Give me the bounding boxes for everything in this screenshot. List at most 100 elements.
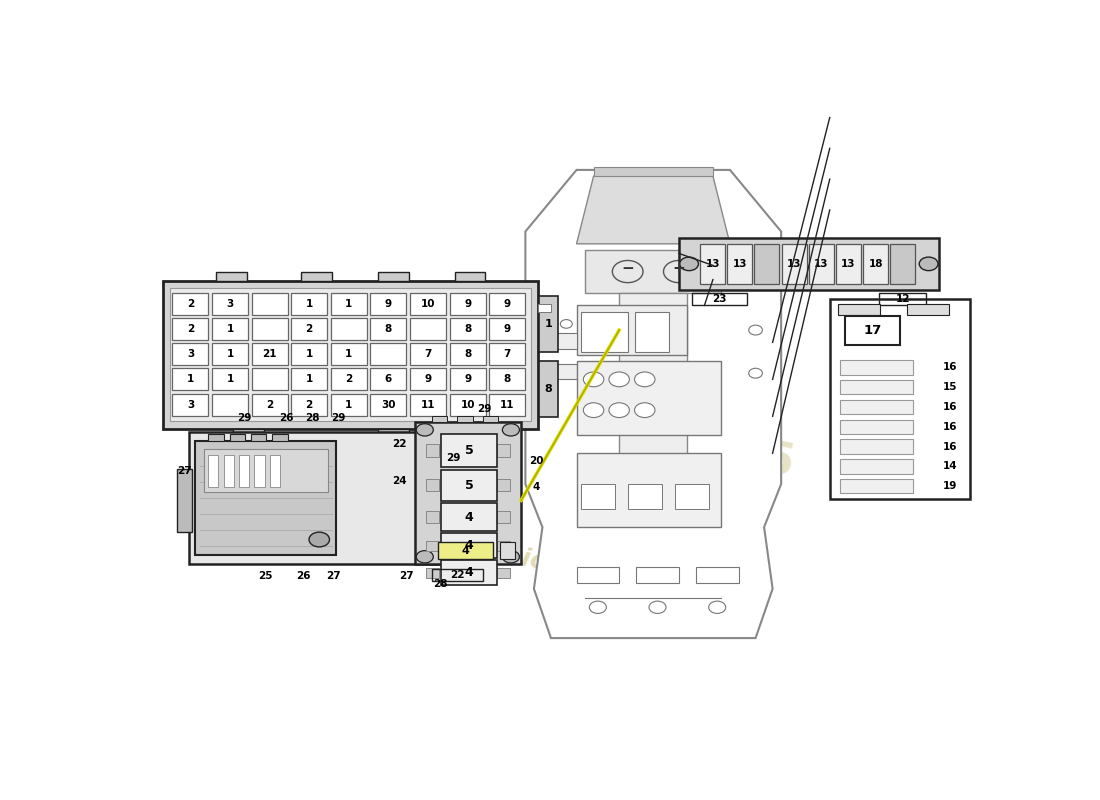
- Bar: [727, 244, 752, 284]
- Bar: [331, 293, 367, 314]
- Bar: [840, 400, 913, 414]
- Text: 8: 8: [544, 384, 552, 394]
- Bar: [173, 318, 209, 340]
- Text: 2: 2: [306, 324, 312, 334]
- Bar: [636, 567, 679, 582]
- Bar: [539, 361, 558, 417]
- Bar: [576, 454, 722, 527]
- Text: 13: 13: [842, 259, 856, 269]
- Text: 21: 21: [263, 350, 277, 359]
- Bar: [441, 503, 496, 531]
- Bar: [378, 429, 408, 438]
- Bar: [450, 343, 485, 365]
- Circle shape: [749, 325, 762, 335]
- Text: −: −: [621, 261, 634, 276]
- Text: 28: 28: [433, 579, 448, 589]
- Bar: [594, 167, 713, 176]
- Text: 9: 9: [425, 374, 431, 385]
- Text: 27: 27: [398, 571, 414, 582]
- Circle shape: [635, 402, 654, 418]
- Text: 1: 1: [306, 374, 312, 385]
- Bar: [490, 293, 525, 314]
- Circle shape: [416, 424, 433, 436]
- Circle shape: [503, 550, 519, 563]
- Bar: [292, 293, 328, 314]
- Circle shape: [680, 257, 698, 270]
- Bar: [292, 318, 328, 340]
- Bar: [829, 299, 970, 499]
- Bar: [371, 318, 407, 340]
- Text: 4: 4: [532, 482, 540, 492]
- Bar: [431, 569, 483, 582]
- Text: 2: 2: [266, 400, 273, 410]
- Circle shape: [635, 372, 654, 386]
- Bar: [230, 434, 245, 441]
- Text: 29: 29: [476, 404, 491, 414]
- Text: 13: 13: [814, 259, 828, 269]
- Text: 1: 1: [345, 298, 352, 309]
- Text: 30: 30: [382, 400, 396, 410]
- Bar: [252, 318, 288, 340]
- Bar: [301, 272, 332, 281]
- Bar: [196, 441, 337, 555]
- Bar: [458, 416, 473, 422]
- Bar: [331, 369, 367, 390]
- Text: 10: 10: [421, 298, 436, 309]
- Text: 9: 9: [504, 298, 510, 309]
- Text: 29: 29: [446, 454, 460, 463]
- Bar: [371, 293, 407, 314]
- Bar: [331, 394, 367, 416]
- Bar: [496, 479, 510, 491]
- Bar: [619, 293, 688, 466]
- Bar: [233, 429, 264, 438]
- Bar: [426, 479, 440, 491]
- Bar: [239, 454, 250, 486]
- Bar: [840, 479, 913, 494]
- Text: 2: 2: [306, 400, 312, 410]
- Circle shape: [583, 402, 604, 418]
- Bar: [696, 567, 738, 582]
- Text: 22: 22: [450, 570, 464, 580]
- Text: 4: 4: [464, 566, 473, 579]
- Circle shape: [503, 424, 519, 436]
- Bar: [163, 281, 538, 429]
- Text: 15: 15: [943, 382, 958, 392]
- Bar: [576, 306, 688, 354]
- Bar: [700, 244, 725, 284]
- Text: 16: 16: [943, 402, 958, 412]
- Bar: [415, 422, 521, 564]
- Text: 13: 13: [786, 259, 802, 269]
- Bar: [292, 394, 328, 416]
- Bar: [371, 369, 407, 390]
- Circle shape: [309, 532, 330, 547]
- Bar: [450, 318, 485, 340]
- Bar: [216, 272, 246, 281]
- Text: 9: 9: [385, 298, 392, 309]
- Text: 2: 2: [187, 298, 194, 309]
- Circle shape: [708, 601, 726, 614]
- Bar: [426, 541, 440, 550]
- Bar: [426, 444, 440, 458]
- Bar: [845, 316, 901, 346]
- Bar: [581, 312, 628, 352]
- Bar: [410, 394, 446, 416]
- Text: 5: 5: [464, 444, 473, 457]
- Bar: [173, 394, 209, 416]
- Bar: [879, 293, 926, 306]
- Bar: [581, 484, 615, 509]
- Text: 1: 1: [227, 324, 233, 334]
- Bar: [212, 369, 249, 390]
- Text: 7: 7: [425, 350, 431, 359]
- Bar: [840, 360, 913, 374]
- Text: +: +: [672, 261, 685, 276]
- Bar: [499, 542, 515, 559]
- Text: 7: 7: [504, 350, 510, 359]
- Text: 2: 2: [187, 324, 194, 334]
- Bar: [576, 361, 722, 435]
- Text: 4: 4: [464, 539, 473, 552]
- Circle shape: [590, 601, 606, 614]
- Text: 3: 3: [187, 400, 194, 410]
- Text: 26: 26: [279, 413, 294, 423]
- Text: 6: 6: [385, 374, 392, 385]
- Text: 18: 18: [868, 259, 883, 269]
